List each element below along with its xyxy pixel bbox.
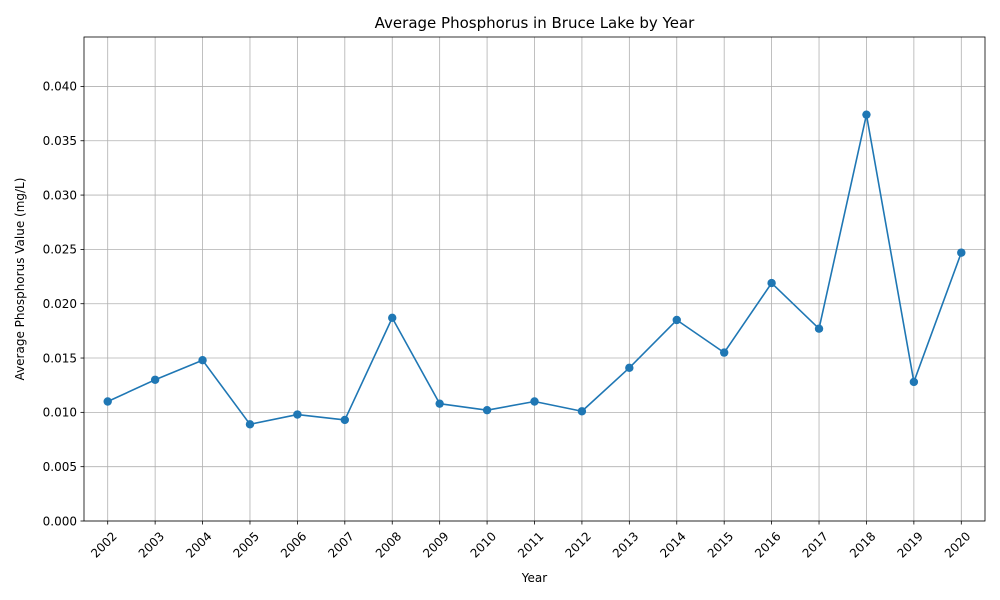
y-tick-label: 0.000 xyxy=(43,514,77,528)
data-point xyxy=(577,407,587,416)
series xyxy=(103,110,966,429)
y-axis-title: Average Phosphorus Value (mg/L) xyxy=(13,178,27,381)
y-tick-label: 0.025 xyxy=(43,243,77,257)
data-point xyxy=(909,377,919,387)
data-point xyxy=(198,356,207,365)
y-tick-label: 0.040 xyxy=(43,80,77,94)
data-point xyxy=(814,324,824,333)
y-tick-label: 0.010 xyxy=(43,406,77,420)
data-point xyxy=(245,420,255,429)
chart-title: Average Phosphorus in Bruce Lake by Year xyxy=(375,14,695,32)
y-tick-label: 0.015 xyxy=(43,351,77,365)
data-point xyxy=(957,248,966,257)
data-point xyxy=(435,399,444,408)
y-tick-label: 0.030 xyxy=(43,188,77,202)
y-tick-label: 0.035 xyxy=(43,134,77,148)
y-tick-label: 0.020 xyxy=(43,297,77,311)
data-point xyxy=(482,405,492,415)
data-point xyxy=(767,278,776,288)
grid xyxy=(84,37,985,522)
y-tick-label: 0.005 xyxy=(43,460,77,474)
data-point xyxy=(862,110,871,119)
data-point xyxy=(530,397,539,406)
data-point xyxy=(340,415,350,425)
data-point xyxy=(293,410,302,419)
data-point xyxy=(150,375,160,384)
data-point xyxy=(625,363,634,373)
data-point xyxy=(103,397,112,406)
x-axis-title: Year xyxy=(521,571,547,585)
data-point xyxy=(672,315,681,325)
data-point xyxy=(388,313,397,323)
data-point xyxy=(719,348,729,357)
